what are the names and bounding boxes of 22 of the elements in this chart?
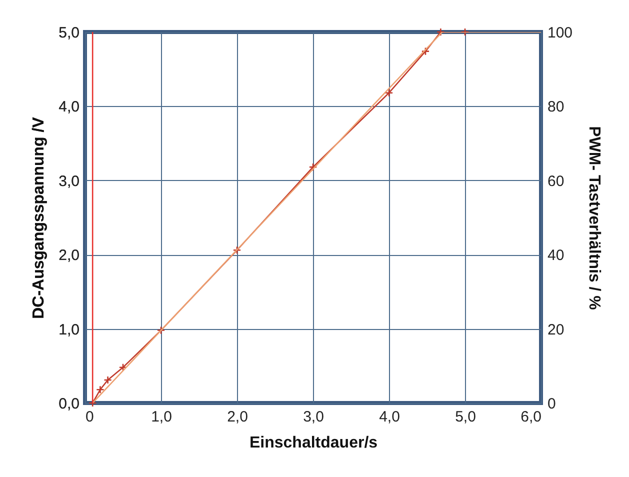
- y2-tick-label: 0: [548, 396, 556, 412]
- y-tick-label: 4,0: [58, 98, 80, 116]
- y-tick-label: 0,0: [58, 396, 80, 412]
- y2-tick-label: 40: [548, 247, 564, 264]
- y2-tick-label: 100: [548, 24, 573, 42]
- y-axis-title: DC-Ausgangsspannung /V: [30, 116, 48, 319]
- x-tick-label: 1,0: [151, 408, 172, 426]
- x-tick-label: 3,0: [303, 408, 324, 426]
- x-tick-label: 5,0: [455, 408, 476, 426]
- y2-tick-label: 60: [548, 172, 564, 190]
- x-tick-label: 4,0: [379, 408, 400, 426]
- y-tick-label: 2,0: [58, 247, 80, 264]
- x-tick-label: 0: [86, 408, 94, 426]
- x-tick-label: 2,0: [227, 408, 248, 426]
- y-tick-label: 1,0: [58, 321, 80, 338]
- y2-axis-title: PWM- Tastverhältnis / %: [586, 126, 603, 310]
- y2-tick-label: 20: [548, 321, 564, 338]
- y-tick-label: 5,0: [58, 24, 80, 42]
- y-tick-label: 3,0: [58, 172, 80, 190]
- y2-tick-label: 80: [548, 98, 564, 116]
- x-tick-label: 6,0: [520, 408, 542, 426]
- x-axis-title: Einschaltdauer/s: [249, 434, 378, 452]
